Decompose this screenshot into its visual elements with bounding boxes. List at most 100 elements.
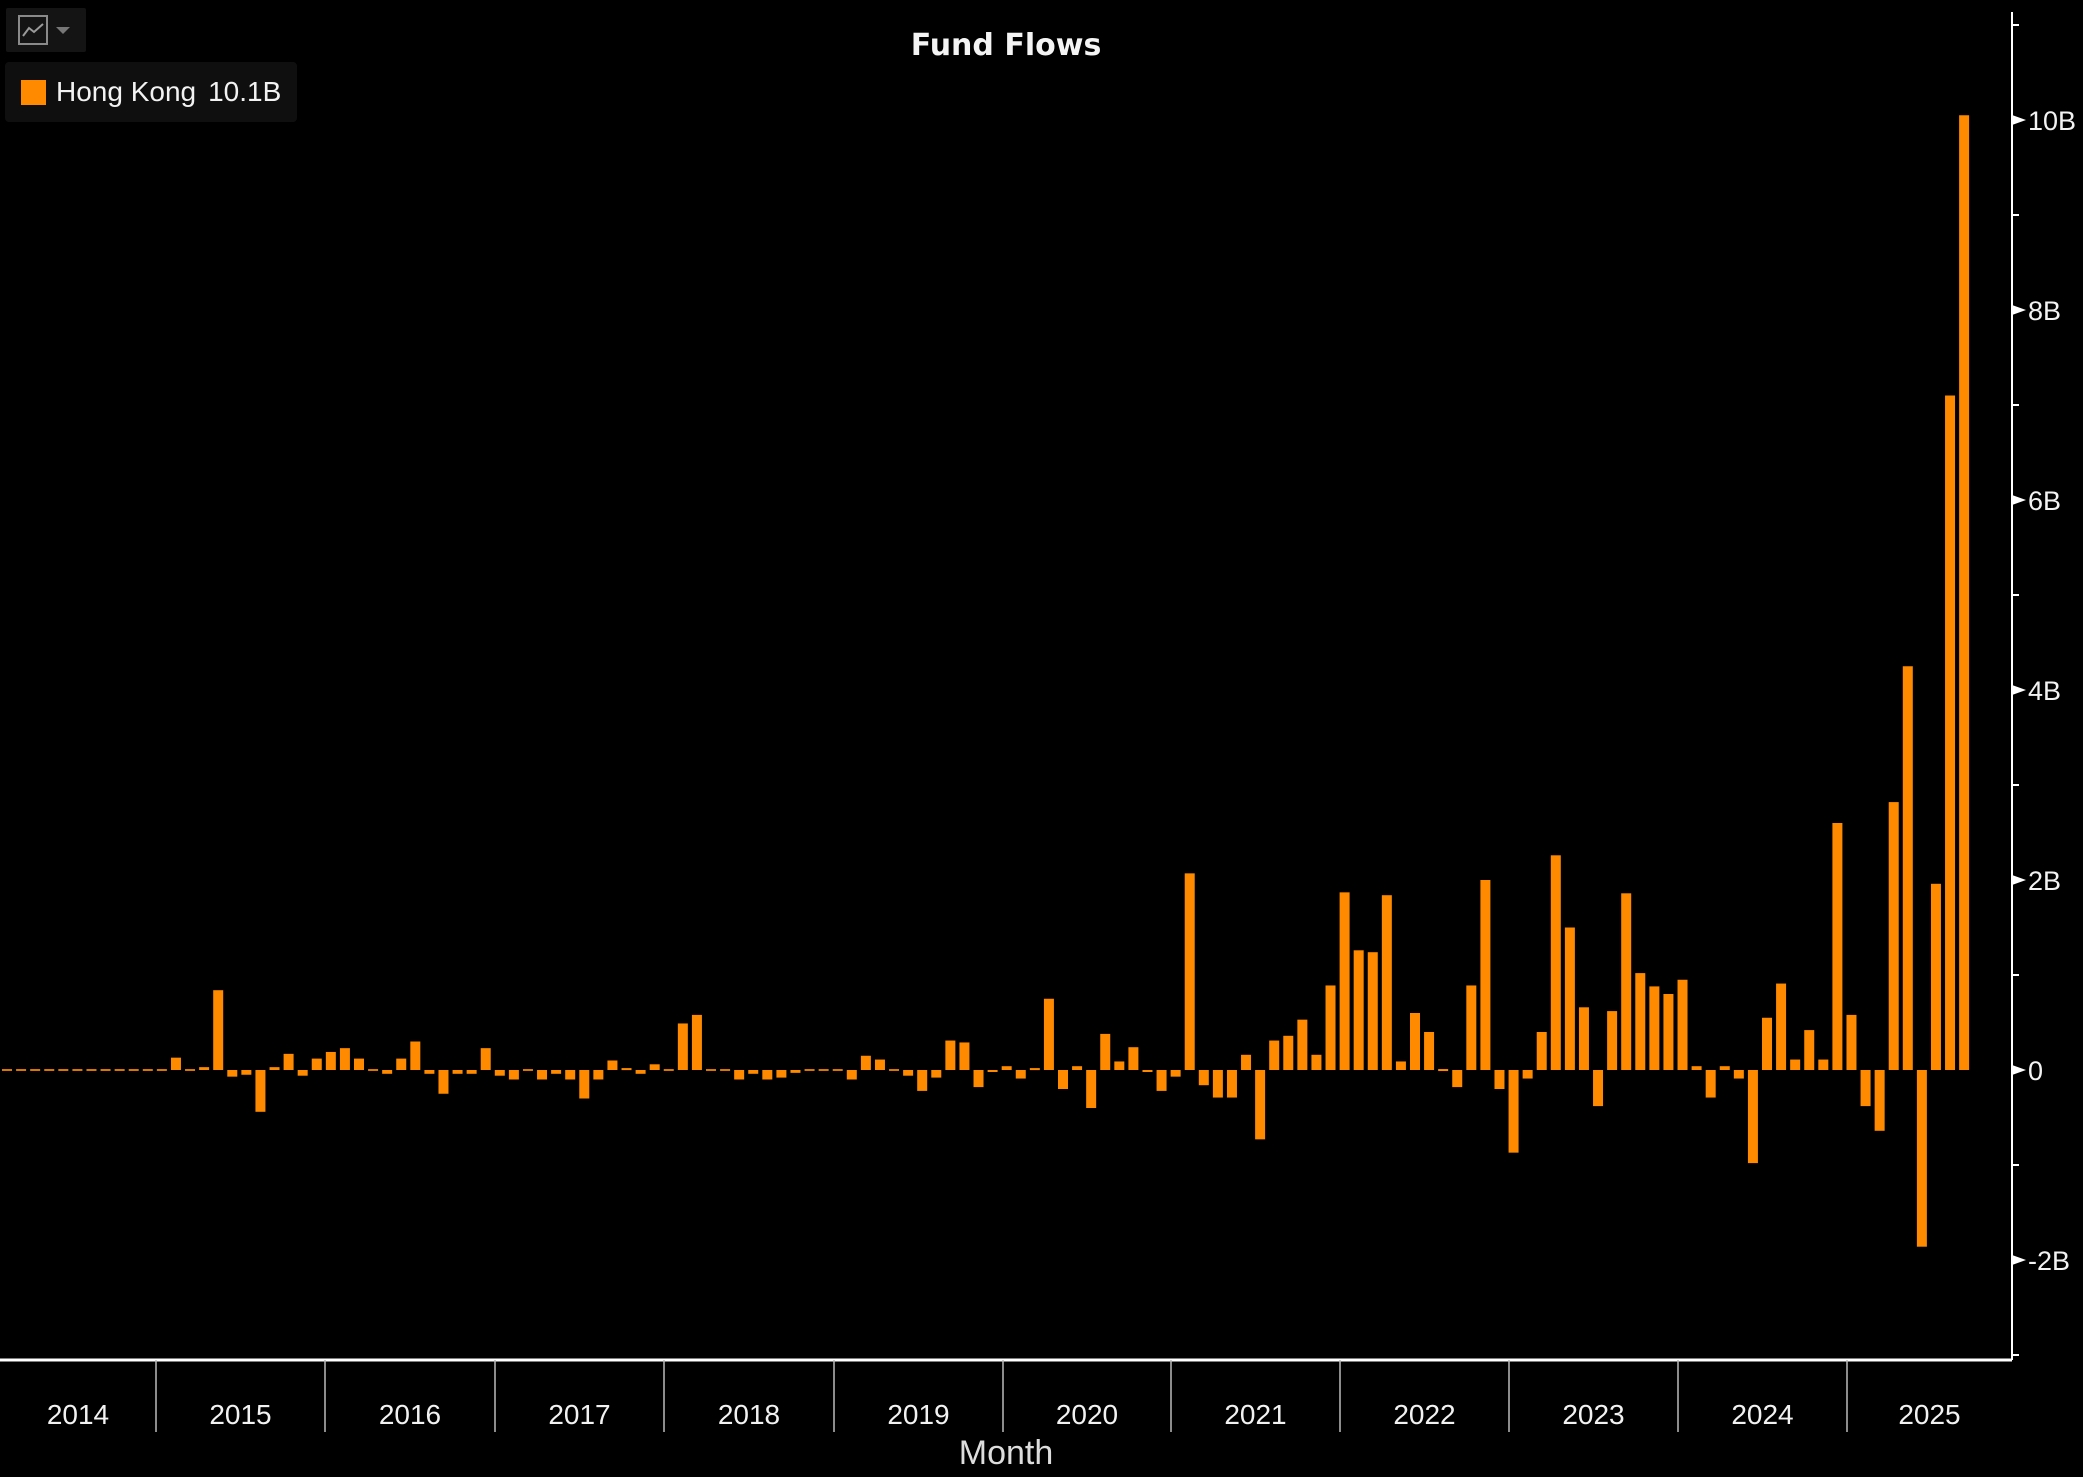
bar bbox=[1959, 115, 1970, 1070]
bar bbox=[1283, 1035, 1294, 1070]
bar bbox=[973, 1070, 984, 1088]
bar bbox=[185, 1069, 196, 1071]
bar bbox=[1860, 1070, 1871, 1107]
bar bbox=[1635, 973, 1646, 1070]
x-year-label: 2018 bbox=[718, 1399, 780, 1430]
bar bbox=[537, 1070, 548, 1080]
bar bbox=[1170, 1070, 1181, 1077]
bar bbox=[1536, 1032, 1547, 1070]
bar bbox=[424, 1070, 435, 1074]
bar bbox=[1916, 1070, 1927, 1247]
bar bbox=[1733, 1070, 1744, 1079]
bar bbox=[1086, 1070, 1097, 1108]
bar bbox=[804, 1069, 815, 1071]
x-year-label: 2023 bbox=[1562, 1399, 1624, 1430]
bar bbox=[58, 1069, 69, 1071]
bar bbox=[30, 1069, 41, 1071]
bar bbox=[635, 1070, 646, 1074]
bar bbox=[297, 1070, 308, 1076]
bar bbox=[1395, 1061, 1406, 1070]
bar bbox=[889, 1069, 900, 1071]
bar bbox=[720, 1069, 731, 1071]
bar bbox=[1874, 1070, 1885, 1131]
x-year-label: 2014 bbox=[47, 1399, 109, 1430]
x-year-label: 2022 bbox=[1393, 1399, 1455, 1430]
bar bbox=[1508, 1070, 1519, 1153]
x-year-label: 2024 bbox=[1731, 1399, 1793, 1430]
bar bbox=[382, 1070, 393, 1074]
bar bbox=[2, 1069, 12, 1071]
bar bbox=[241, 1070, 252, 1075]
bar bbox=[1846, 1014, 1857, 1070]
bar bbox=[776, 1070, 787, 1078]
bar bbox=[156, 1069, 167, 1071]
bar bbox=[339, 1048, 350, 1070]
bar bbox=[1466, 985, 1477, 1070]
bar bbox=[86, 1069, 97, 1071]
bar bbox=[706, 1069, 716, 1071]
bar bbox=[100, 1069, 111, 1071]
bar bbox=[593, 1070, 604, 1080]
y-tick-label: 6B bbox=[2028, 486, 2061, 516]
bar bbox=[1818, 1059, 1829, 1070]
bar bbox=[1100, 1033, 1111, 1070]
bar bbox=[1649, 986, 1660, 1070]
bar bbox=[931, 1070, 942, 1078]
x-year-label: 2017 bbox=[548, 1399, 610, 1430]
x-year-label: 2016 bbox=[379, 1399, 441, 1430]
bar bbox=[1114, 1061, 1125, 1070]
bar bbox=[1001, 1066, 1012, 1070]
bar bbox=[283, 1053, 294, 1070]
bar bbox=[410, 1041, 421, 1070]
bar bbox=[945, 1040, 956, 1070]
bar bbox=[522, 1069, 533, 1071]
y-tick-marker bbox=[2012, 875, 2026, 885]
bar bbox=[874, 1059, 885, 1070]
bar bbox=[917, 1070, 928, 1091]
y-tick-marker bbox=[2012, 305, 2026, 315]
bar bbox=[1902, 666, 1913, 1070]
bar bbox=[1255, 1070, 1266, 1140]
bar bbox=[1367, 952, 1378, 1070]
bar bbox=[1691, 1066, 1702, 1070]
bar bbox=[1719, 1066, 1730, 1070]
bar bbox=[1072, 1066, 1083, 1070]
bar bbox=[734, 1070, 745, 1080]
bar bbox=[128, 1069, 139, 1071]
bar bbox=[1494, 1070, 1505, 1089]
bar bbox=[72, 1069, 83, 1071]
bar bbox=[1156, 1070, 1167, 1091]
bar bbox=[1621, 893, 1632, 1070]
bar bbox=[1550, 855, 1561, 1070]
bar bbox=[1184, 873, 1195, 1070]
bar bbox=[170, 1057, 181, 1070]
line-chart-icon bbox=[18, 15, 48, 45]
x-year-label: 2020 bbox=[1056, 1399, 1118, 1430]
bar bbox=[1325, 985, 1336, 1070]
x-axis-label: Month bbox=[958, 1434, 1054, 1472]
chart-type-selector[interactable] bbox=[6, 8, 86, 52]
bar bbox=[368, 1069, 379, 1071]
y-tick-label: -2B bbox=[2028, 1246, 2070, 1276]
bar bbox=[1410, 1013, 1420, 1070]
bar bbox=[1578, 1007, 1589, 1070]
bar bbox=[1424, 1032, 1435, 1070]
bar bbox=[565, 1070, 576, 1080]
y-tick-marker bbox=[2012, 495, 2026, 505]
bar bbox=[903, 1070, 914, 1076]
bar bbox=[396, 1058, 407, 1070]
bar bbox=[1832, 823, 1843, 1070]
caret-down-icon[interactable] bbox=[56, 26, 70, 34]
chart-title: Fund Flows bbox=[910, 28, 1102, 63]
bar bbox=[1339, 892, 1350, 1070]
bar bbox=[1888, 802, 1899, 1070]
y-tick-label: 10B bbox=[2028, 106, 2076, 136]
bar bbox=[1663, 994, 1674, 1070]
bar bbox=[199, 1067, 210, 1070]
bar bbox=[1522, 1070, 1533, 1079]
y-tick-label: 8B bbox=[2028, 296, 2061, 326]
bar bbox=[1677, 979, 1688, 1070]
bar bbox=[438, 1070, 449, 1094]
bar bbox=[579, 1070, 590, 1099]
bar bbox=[1311, 1054, 1322, 1070]
